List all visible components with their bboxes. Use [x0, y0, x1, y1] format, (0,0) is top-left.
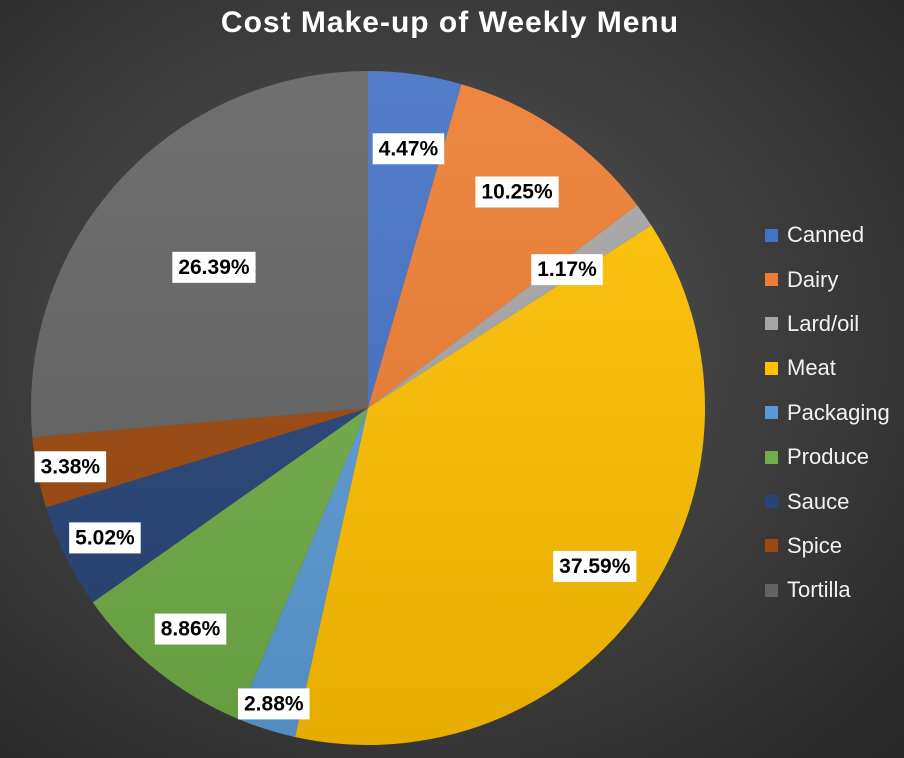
data-label-text: 26.39%: [178, 256, 250, 279]
data-label-produce: 8.86%: [154, 613, 227, 645]
data-label-text: 4.47%: [379, 137, 439, 160]
legend-item-canned: Canned: [765, 213, 890, 257]
data-label-text: 5.02%: [75, 526, 135, 549]
legend-item-dairy: Dairy: [765, 257, 890, 301]
legend: Canned Dairy Lard/oil Meat Packaging Produce S…: [765, 213, 890, 613]
pie-slices: [30, 71, 705, 745]
legend-item-packaging: Packaging: [765, 391, 890, 435]
legend-swatch: [765, 539, 778, 553]
data-label-text: 2.88%: [244, 692, 304, 715]
legend-swatch: [765, 317, 778, 331]
data-label-text: 37.59%: [559, 555, 631, 578]
legend-label: Tortilla: [787, 577, 851, 603]
legend-swatch: [765, 450, 778, 464]
legend-item-spice: Spice: [765, 524, 890, 568]
legend-item-meat: Meat: [765, 346, 890, 390]
legend-swatch: [765, 406, 778, 420]
legend-label: Meat: [787, 355, 836, 381]
legend-label: Sauce: [787, 488, 850, 514]
data-label-lard-oil: 1.17%: [531, 254, 603, 286]
legend-swatch: [765, 228, 778, 242]
data-label-sauce: 5.02%: [69, 522, 141, 554]
legend-item-sauce: Sauce: [765, 479, 890, 523]
data-label-packaging: 2.88%: [238, 688, 310, 720]
legend-label: Dairy: [787, 266, 839, 292]
legend-item-lard-oil: Lard/oil: [765, 302, 890, 346]
legend-label: Canned: [787, 222, 865, 248]
data-label-text: 8.86%: [161, 618, 221, 641]
data-label-dairy: 10.25%: [475, 176, 559, 208]
data-label-spice: 3.38%: [34, 451, 107, 483]
data-label-canned: 4.47%: [372, 133, 445, 165]
legend-swatch: [765, 361, 778, 375]
data-label-meat: 37.59%: [553, 550, 637, 582]
legend-label: Lard/oil: [787, 310, 860, 336]
legend-label: Spice: [787, 532, 843, 558]
data-label-text: 10.25%: [481, 180, 553, 203]
legend-label: Produce: [787, 444, 869, 470]
data-label-tortilla: 26.39%: [172, 251, 256, 283]
legend-item-tortilla: Tortilla: [765, 568, 890, 612]
data-labels: 4.47% 10.25% 1.17% 37.59% 2.88% 8.86% 5.02% 3.3…: [34, 133, 637, 720]
legend-label: Packaging: [787, 399, 890, 425]
legend-swatch: [765, 273, 778, 287]
legend-swatch: [765, 583, 778, 597]
chart-title: Cost Make-up of Weekly Menu: [220, 6, 680, 39]
data-label-text: 3.38%: [41, 455, 101, 478]
legend-item-produce: Produce: [765, 435, 890, 479]
data-label-text: 1.17%: [537, 258, 597, 281]
legend-swatch: [765, 495, 778, 509]
